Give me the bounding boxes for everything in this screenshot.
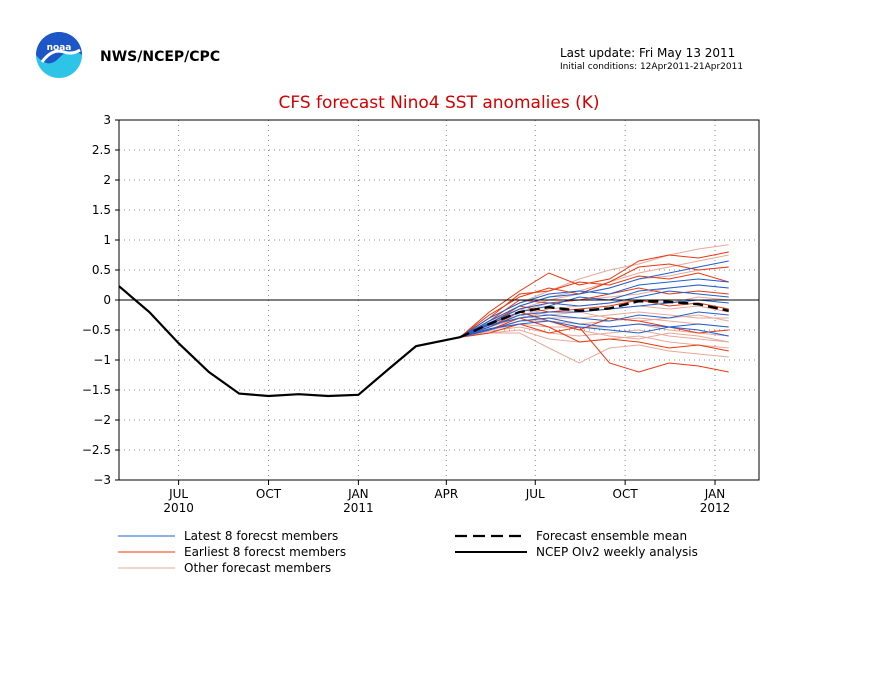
noaa-logo: noaa [36, 32, 82, 78]
latest-member-line [459, 311, 729, 338]
x-tick-year-label: 2010 [163, 501, 194, 515]
earliest-member-line [459, 272, 729, 338]
legend-mean-label: Forecast ensemble mean [536, 529, 687, 543]
other-member-line [459, 323, 729, 338]
latest-member-line [459, 278, 729, 338]
y-tick-label: −3 [93, 473, 111, 487]
latest-member-line [459, 290, 729, 338]
legend: Latest 8 forecst members Earliest 8 fore… [118, 529, 698, 575]
y-tick-label: −2.5 [82, 443, 111, 457]
earliest-member-line [459, 317, 729, 352]
ensemble-mean-line [459, 299, 729, 339]
x-tick-label: APR [434, 487, 458, 501]
y-axis-ticks: −3 −2.5 −2 −1.5 −1 −0.5 0 0.5 1 1.5 2 2.5 3 [82, 113, 119, 487]
noaa-logo-text: noaa [47, 43, 72, 53]
legend-earliest-label: Earliest 8 forecst members [184, 545, 346, 559]
y-tick-label: 1.5 [92, 203, 111, 217]
earliest-member-line [459, 251, 729, 338]
agency-label: NWS/NCEP/CPC [100, 49, 220, 65]
y-tick-label: 1 [103, 233, 111, 247]
earliest-member-line [459, 311, 729, 338]
last-update-label: Last update: Fri May 13 2011 [560, 46, 735, 60]
latest-member-line [459, 260, 729, 338]
y-tick-label: −2 [93, 413, 111, 427]
y-tick-label: 0.5 [92, 263, 111, 277]
x-tick-label: JUL [525, 487, 545, 501]
y-tick-label: 0 [103, 293, 111, 307]
y-tick-label: 3 [103, 113, 111, 127]
y-tick-label: 2 [103, 173, 111, 187]
y-tick-label: −1.5 [82, 383, 111, 397]
x-tick-label: JAN [347, 487, 369, 501]
legend-latest-label: Latest 8 forecst members [184, 529, 338, 543]
chart-title: CFS forecast Nino4 SST anomalies (K) [278, 93, 599, 113]
initial-conditions-label: Initial conditions: 12Apr2011-21Apr2011 [560, 62, 743, 72]
x-tick-label: JUL [168, 487, 188, 501]
latest-member-line [459, 320, 729, 338]
x-tick-label: JAN [704, 487, 726, 501]
observed-line [118, 285, 461, 398]
y-tick-label: 2.5 [92, 143, 111, 157]
legend-other-label: Other forecast members [184, 561, 331, 575]
other-member-line [459, 326, 729, 343]
legend-observed-label: NCEP OIv2 weekly analysis [536, 545, 698, 559]
grid-lines [119, 120, 759, 480]
earliest-member-line [459, 323, 729, 373]
y-tick-label: −0.5 [82, 323, 111, 337]
x-tick-year-label: 2011 [343, 501, 374, 515]
plot-frame [118, 119, 760, 481]
x-tick-label: OCT [256, 487, 282, 501]
other-member-line [459, 332, 729, 364]
x-tick-label: OCT [613, 487, 639, 501]
latest-member-line [459, 317, 729, 338]
x-tick-year-label: 2012 [700, 501, 731, 515]
main-series [118, 285, 729, 398]
earliest-member-line [459, 299, 729, 338]
latest-members-series [459, 260, 729, 338]
y-tick-label: −1 [93, 353, 111, 367]
